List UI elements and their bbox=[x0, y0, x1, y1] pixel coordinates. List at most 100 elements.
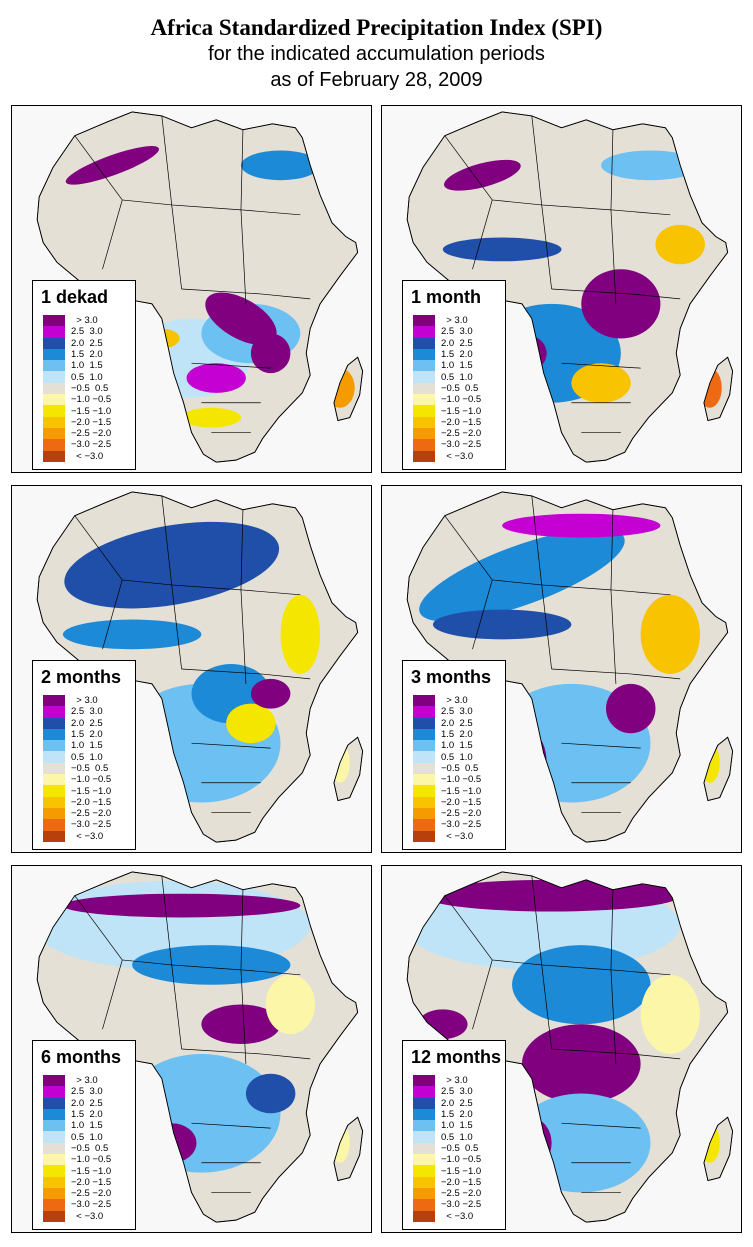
legend-swatch bbox=[413, 1075, 435, 1087]
legend-label: 1.5 2.0 bbox=[441, 1109, 473, 1121]
legend-swatch bbox=[43, 717, 65, 729]
legend-row: < −3.0 bbox=[43, 830, 111, 842]
legend-label: 0.5 1.0 bbox=[71, 371, 103, 383]
country-border bbox=[191, 742, 271, 749]
legend-swatch bbox=[413, 360, 435, 372]
legend-swatch bbox=[43, 439, 65, 451]
legend-label: −1.0 −0.5 bbox=[441, 1154, 482, 1166]
spi-legend: 1 dekad > 3.0 2.5 3.0 2.0 2.5 1.5 2.0 1.0 1.… bbox=[32, 280, 136, 470]
legend-label: −2.0 −1.5 bbox=[71, 416, 112, 428]
legend-label: 1.0 1.5 bbox=[71, 360, 103, 372]
precip-anomaly-area bbox=[240, 150, 321, 181]
legend-row: 2.0 2.5 bbox=[43, 1097, 111, 1109]
legend-row: 2.0 2.5 bbox=[413, 1097, 481, 1109]
legend-row: −1.0 −0.5 bbox=[413, 394, 481, 406]
spi-legend: 3 months > 3.0 2.5 3.0 2.0 2.5 1.5 2.0 1.0 1… bbox=[402, 660, 506, 850]
legend-swatch bbox=[413, 439, 435, 451]
legend-label: < −3.0 bbox=[71, 1210, 104, 1222]
precip-anomaly-area bbox=[502, 513, 661, 538]
precip-anomaly-area bbox=[250, 333, 291, 374]
precip-anomaly-area bbox=[601, 150, 700, 181]
country-border bbox=[561, 742, 641, 749]
legend-label: > 3.0 bbox=[71, 315, 98, 327]
legend-label: −1.5 −1.0 bbox=[71, 405, 112, 417]
africa-spi-map bbox=[36, 871, 364, 1223]
legend-swatch bbox=[43, 1187, 65, 1200]
period-label: 12 months bbox=[411, 1047, 502, 1067]
legend-row: 0.5 1.0 bbox=[413, 371, 481, 383]
country-border bbox=[74, 515, 172, 586]
legend-row: −0.5 0.5 bbox=[43, 382, 111, 395]
spi-legend: 1 month > 3.0 2.5 3.0 2.0 2.5 1.5 2.0 1.0 1.… bbox=[402, 280, 506, 470]
legend-label: −0.5 0.5 bbox=[441, 1142, 479, 1154]
legend-swatch bbox=[413, 1097, 435, 1109]
legend-row: −1.5 −1.0 bbox=[413, 785, 482, 797]
period-label: 6 months bbox=[41, 1047, 122, 1067]
legend-label: −2.5 −2.0 bbox=[441, 808, 482, 820]
legend-label: 2.5 3.0 bbox=[71, 1086, 103, 1098]
period-label: 1 month bbox=[411, 287, 481, 307]
legend-swatch bbox=[413, 1108, 435, 1121]
legend-row: −3.0 −2.5 bbox=[43, 439, 111, 451]
precip-anomaly-area bbox=[444, 159, 521, 191]
legend-label: 2.0 2.5 bbox=[441, 1097, 473, 1109]
precip-anomaly-area bbox=[419, 528, 625, 622]
precip-anomaly-area bbox=[146, 1123, 197, 1163]
legend-swatch bbox=[43, 315, 65, 327]
legend-label: > 3.0 bbox=[441, 315, 468, 327]
legend-swatch bbox=[43, 1176, 65, 1188]
period-label: 2 months bbox=[41, 667, 122, 687]
legend-swatch bbox=[413, 740, 435, 752]
legend-label: 2.5 3.0 bbox=[71, 706, 103, 718]
legend-swatch bbox=[43, 706, 65, 718]
period-label: 3 months bbox=[411, 667, 492, 687]
country-border bbox=[240, 209, 247, 304]
legend-label: −2.0 −1.5 bbox=[71, 796, 112, 808]
legend-label: −1.5 −1.0 bbox=[441, 785, 482, 797]
legend-row: −0.5 0.5 bbox=[413, 1142, 481, 1155]
precip-anomaly-area bbox=[512, 1118, 552, 1168]
country-border bbox=[561, 1122, 641, 1129]
page-title: Africa Standardized Precipitation Index … bbox=[150, 15, 603, 40]
precip-anomaly-area bbox=[606, 683, 656, 734]
precip-anomaly-area bbox=[62, 619, 202, 650]
precip-anomaly-area bbox=[226, 703, 276, 744]
country-border bbox=[472, 959, 493, 1030]
legend-swatch bbox=[413, 1210, 435, 1222]
africa-spi-map bbox=[36, 111, 364, 463]
precip-anomaly-area bbox=[181, 407, 241, 428]
legend-row: −2.5 −2.0 bbox=[43, 1187, 111, 1200]
legend-swatch bbox=[43, 807, 65, 820]
legend-row: 1.0 1.5 bbox=[413, 360, 481, 372]
subtitle-line-2: as of February 28, 2009 bbox=[270, 69, 483, 91]
legend-label: −2.0 −1.5 bbox=[441, 1176, 482, 1188]
legend-label: −0.5 0.5 bbox=[71, 382, 109, 394]
legend-row: −1.0 −0.5 bbox=[43, 774, 111, 786]
precip-anomaly-area bbox=[418, 1009, 468, 1040]
legend-row: −0.5 0.5 bbox=[43, 762, 111, 775]
legend-row: 2.0 2.5 bbox=[43, 717, 111, 729]
legend-swatch bbox=[43, 1210, 65, 1222]
legend-swatch bbox=[413, 819, 435, 831]
legend-row: −1.5 −1.0 bbox=[43, 785, 111, 797]
legend-label: 0.5 1.0 bbox=[71, 1131, 103, 1143]
legend-row: −0.5 0.5 bbox=[413, 762, 481, 775]
legend-label: 0.5 1.0 bbox=[441, 1131, 473, 1143]
legend-row: −3.0 −2.5 bbox=[43, 819, 111, 831]
country-border bbox=[171, 204, 182, 290]
legend-row: 1.0 1.5 bbox=[43, 360, 111, 372]
legend-swatch bbox=[413, 695, 435, 707]
legend-swatch bbox=[413, 1086, 435, 1098]
legend-swatch bbox=[43, 382, 65, 395]
legend-row: −2.0 −1.5 bbox=[413, 796, 481, 808]
legend-row: 0.5 1.0 bbox=[413, 751, 481, 763]
legend-row: −1.0 −0.5 bbox=[413, 774, 481, 786]
legend-swatch bbox=[413, 371, 435, 383]
legend-swatch bbox=[413, 405, 435, 417]
legend-row: < −3.0 bbox=[43, 1210, 111, 1222]
legend-row: −3.0 −2.5 bbox=[413, 1199, 481, 1211]
africa-spi-map bbox=[406, 871, 734, 1223]
precip-anomaly-area bbox=[186, 363, 246, 393]
legend-swatch bbox=[413, 416, 435, 428]
legend-label: −2.5 −2.0 bbox=[441, 428, 482, 440]
